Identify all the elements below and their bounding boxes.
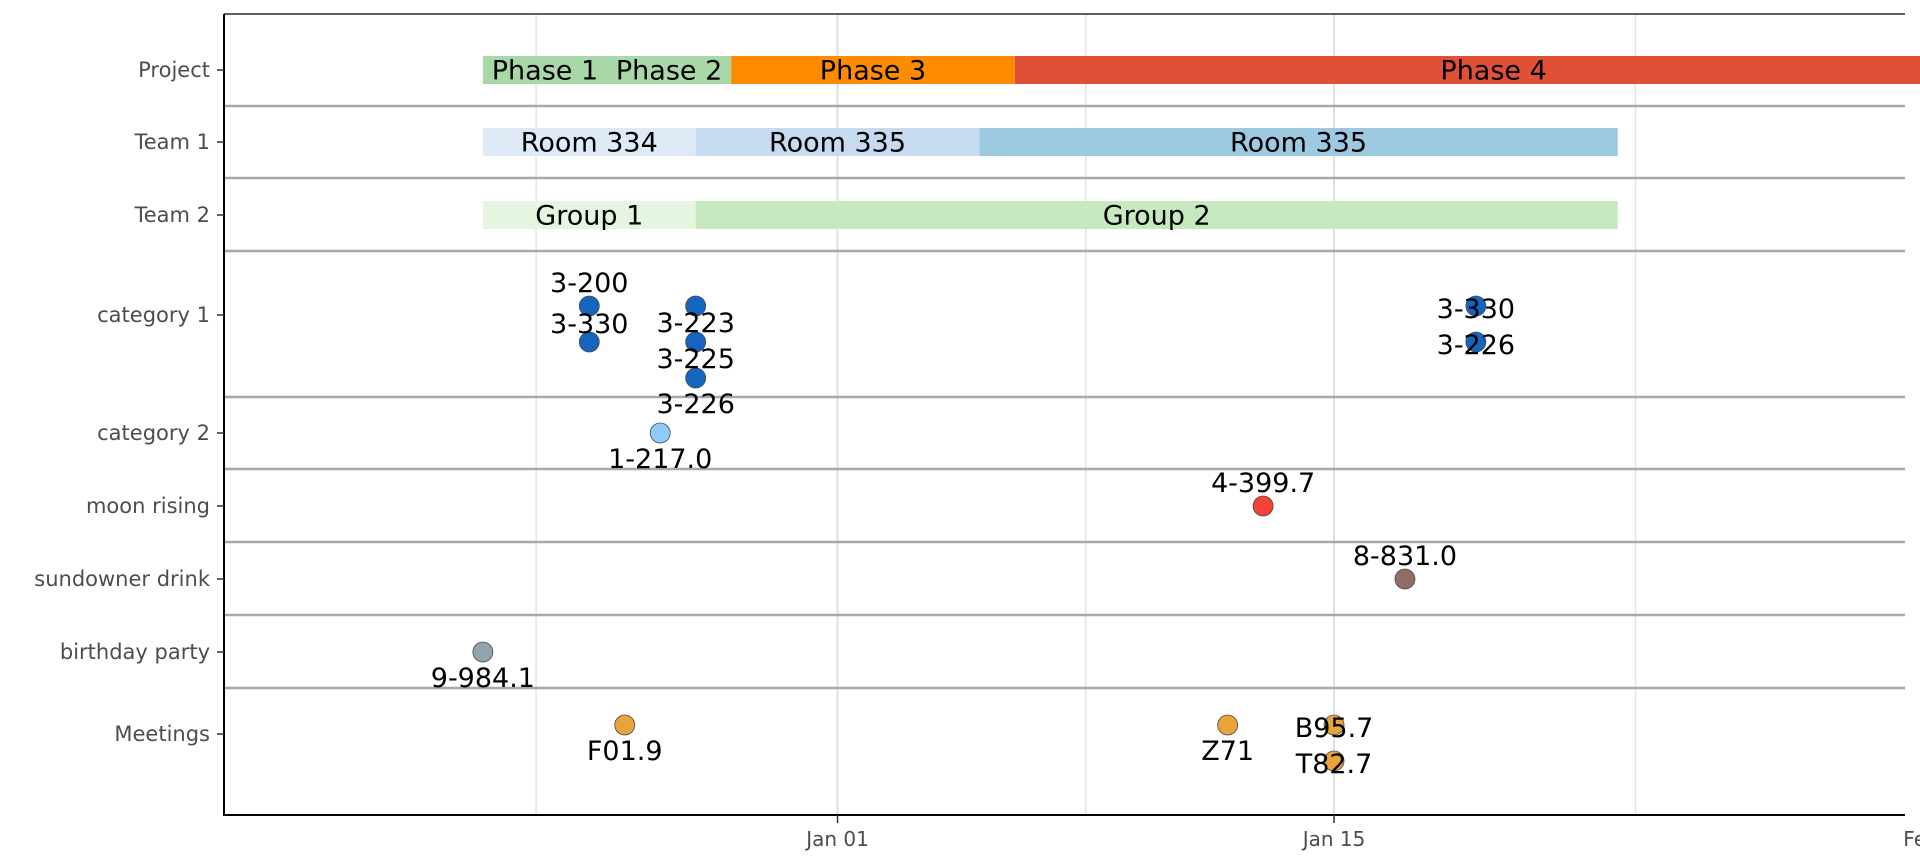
row-label-meetings: Meetings — [114, 722, 210, 746]
bars-layer — [482, 56, 1920, 229]
bar-team1-5 — [695, 128, 980, 156]
bar-label-project-2: Phase 3 — [820, 56, 926, 87]
row-label-cat1: category 1 — [97, 303, 210, 327]
point-label-meetings-13: B95.7 — [1295, 713, 1374, 744]
bar-label-team1-5: Room 335 — [769, 128, 906, 159]
row-label-cat2: category 2 — [97, 421, 210, 445]
point-label-cat1-4: 3-226 — [656, 389, 734, 420]
point-meetings-14 — [1323, 750, 1345, 772]
row-label-sundowner: sundowner drink — [34, 567, 211, 591]
point-label-cat1-5: 3-330 — [1437, 294, 1515, 325]
x-tick-label-2: Feb 01 — [1903, 827, 1920, 851]
point-meetings-11 — [614, 714, 636, 736]
point-cat1-3 — [685, 331, 707, 353]
point-label-cat1-2: 3-223 — [656, 308, 734, 339]
point-label-cat1-0: 3-200 — [550, 268, 628, 299]
bar-team2-7 — [482, 201, 696, 229]
bar-label-project-0: Phase 1 — [492, 56, 598, 87]
point-cat1-1 — [578, 331, 600, 353]
bar-label-team2-7: Group 1 — [535, 201, 643, 232]
bar-label-project-1: Phase 2 — [616, 56, 722, 87]
point-label-meetings-14: T82.7 — [1295, 749, 1373, 780]
point-label-cat1-3: 3-225 — [656, 344, 734, 375]
points-layer — [472, 295, 1487, 772]
point-meetings-13 — [1323, 714, 1345, 736]
point-cat1-4 — [685, 367, 707, 389]
row-label-team1: Team 1 — [133, 130, 210, 154]
point-cat1-5 — [1465, 295, 1487, 317]
row-label-project: Project — [138, 58, 210, 82]
row-separators-layer — [224, 104, 1905, 690]
bar-label-team2-8: Group 2 — [1103, 201, 1211, 232]
point-cat1-2 — [685, 295, 707, 317]
point-cat2-7 — [649, 422, 671, 444]
point-cat1-0 — [578, 295, 600, 317]
bar-project-0 — [482, 56, 608, 84]
point-label-sundowner-9: 8-831.0 — [1353, 541, 1457, 572]
point-moon-8 — [1252, 495, 1274, 517]
x-tick-label-0: Jan 01 — [804, 827, 869, 851]
bar-team2-8 — [695, 201, 1618, 229]
point-label-moon-8: 4-399.7 — [1211, 468, 1315, 499]
bar-label-team1-6: Room 335 — [1230, 128, 1367, 159]
point-meetings-12 — [1217, 714, 1239, 736]
point-label-cat1-1: 3-330 — [550, 309, 628, 340]
bar-project-1 — [607, 56, 732, 84]
point-cat1-6 — [1465, 331, 1487, 353]
bar-team1-6 — [979, 128, 1618, 156]
bar-label-project-3: Phase 4 — [1440, 56, 1546, 87]
bar-project-3 — [1014, 56, 1920, 84]
x-tick-label-1: Jan 15 — [1301, 827, 1366, 851]
point-birthday-10 — [472, 641, 494, 663]
row-label-moon: moon rising — [86, 494, 210, 518]
point-label-cat1-6: 3-226 — [1437, 330, 1515, 361]
row-label-birthday: birthday party — [60, 640, 210, 664]
row-label-team2: Team 2 — [133, 203, 210, 227]
bar-label-team1-4: Room 334 — [521, 128, 658, 159]
point-label-meetings-11: F01.9 — [587, 736, 663, 767]
bar-team1-4 — [482, 128, 696, 156]
labels-layer: Phase 1 Phase 2 Phase 3 Phase 4 Room 334 Room… — [431, 56, 1547, 781]
bar-project-2 — [731, 56, 1015, 84]
point-label-birthday-10: 9-984.1 — [431, 663, 535, 694]
point-label-meetings-12: Z71 — [1201, 736, 1254, 767]
axes-layer: Jan 01 Jan 15 Feb 01 Project Team 1 Team 2 cat… — [34, 13, 1920, 851]
point-label-cat2-7: 1-217.0 — [608, 444, 712, 475]
point-sundowner-9 — [1394, 568, 1416, 590]
